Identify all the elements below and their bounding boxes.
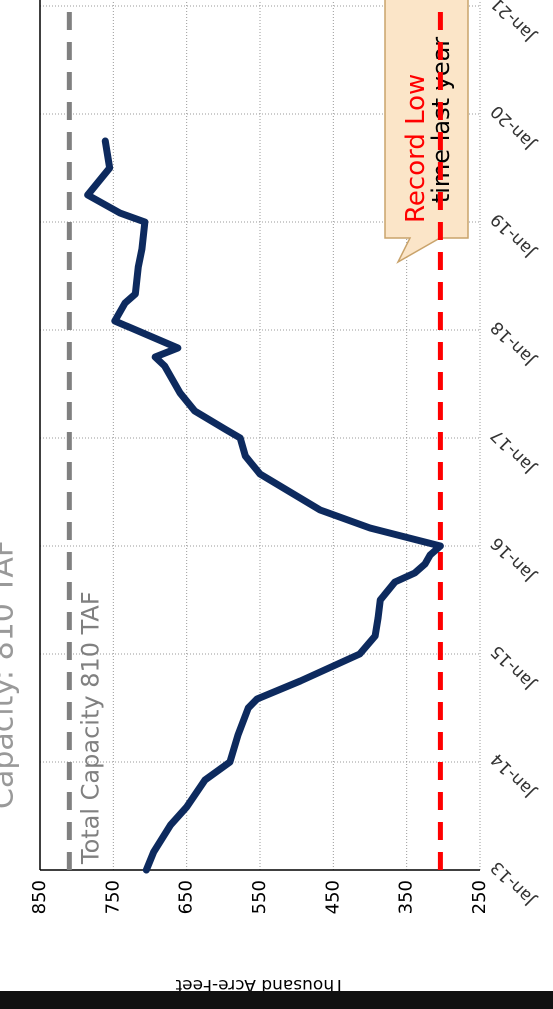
y-axis-title: Thousand Acre-Feet <box>175 975 345 995</box>
x-tick-label: Jan-17 <box>487 425 540 478</box>
chart-title: Capacity: 810 TAF <box>0 540 21 809</box>
reference-label: Total Capacity 810 TAF <box>76 591 104 865</box>
callout-box <box>384 0 469 264</box>
series-line <box>84 137 444 874</box>
x-tick-label: Jan-18 <box>487 317 540 370</box>
y-tick-label: 850 <box>29 880 50 914</box>
y-tick-label: 650 <box>176 880 197 914</box>
y-tick-label: 250 <box>469 880 490 914</box>
y-tick-label: 750 <box>102 880 123 914</box>
rotated-chart: Capacity: 810 TAF 250 350 450 550 650 750 850 Ja… <box>0 0 540 995</box>
x-tick-label: Jan-19 <box>487 209 540 262</box>
x-tick-label: Jan-15 <box>487 641 540 694</box>
x-tick-label: Jan-21 <box>487 0 540 46</box>
reference-label: Record Low <box>401 74 431 223</box>
y-tick-label: 450 <box>322 880 343 914</box>
x-tick-label: Jan-16 <box>487 533 540 586</box>
y-tick-label: 550 <box>249 880 270 914</box>
x-tick-label: Jan-14 <box>487 749 540 802</box>
x-tick-label: Jan-20 <box>487 101 540 154</box>
bottom-bar <box>0 991 553 1009</box>
x-tick-label: Jan-13 <box>487 857 540 910</box>
y-tick-label: 350 <box>396 880 417 914</box>
